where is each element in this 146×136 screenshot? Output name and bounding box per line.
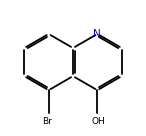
- Text: N: N: [93, 29, 101, 39]
- Text: OH: OH: [92, 117, 106, 126]
- Text: Br: Br: [42, 117, 52, 126]
